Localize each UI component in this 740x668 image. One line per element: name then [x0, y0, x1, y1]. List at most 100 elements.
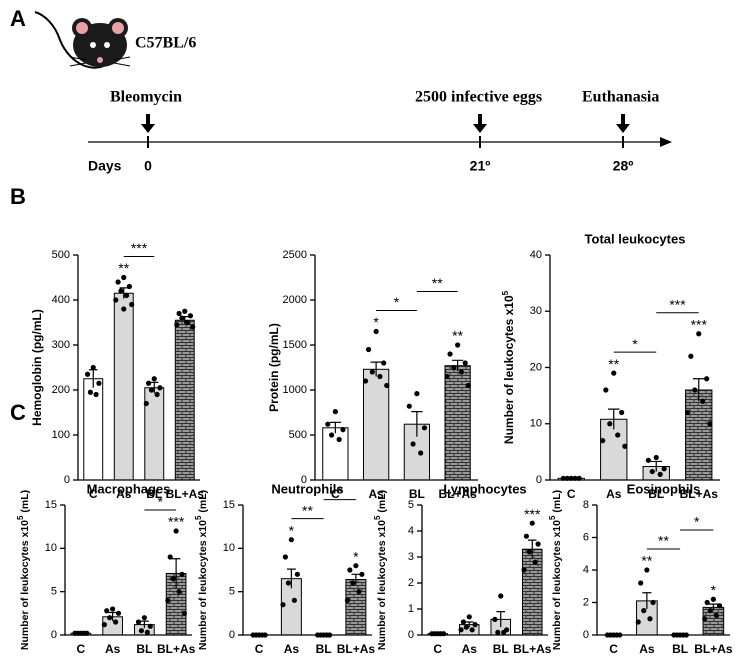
data-point	[96, 380, 102, 386]
x-tick-label: BL	[146, 487, 162, 501]
bar	[444, 365, 471, 481]
y-tick-label: 15	[45, 499, 57, 511]
data-point	[145, 380, 152, 386]
data-point	[93, 391, 99, 398]
y-axis-label-text: Protein (pg/mL)	[267, 323, 281, 412]
data-point	[112, 619, 119, 625]
bar	[521, 548, 543, 636]
data-point	[344, 597, 351, 603]
data-point	[641, 608, 647, 614]
x-tick-label: As	[284, 642, 300, 656]
y-tick-label: 2000	[283, 294, 307, 306]
data-point	[151, 376, 157, 382]
axis	[596, 505, 730, 636]
data-point	[615, 432, 621, 438]
event-day: 0	[144, 158, 152, 174]
data-point	[704, 376, 710, 382]
mouse-tail	[34, 11, 111, 69]
significance-label: ***	[168, 514, 185, 530]
data-point	[460, 619, 466, 625]
error-bar	[452, 359, 464, 372]
significance-label: **	[118, 260, 129, 276]
data-point	[716, 603, 723, 609]
data-point	[350, 580, 356, 586]
mouse-nose	[97, 57, 103, 63]
y-tick-label: 4	[408, 525, 414, 537]
data-point	[135, 619, 142, 625]
data-point	[325, 421, 331, 427]
y-axis-label-unit: (mL)	[551, 490, 563, 516]
y-tick-label: 0	[301, 474, 307, 486]
y-axis-label-text: Number of leukocytes x10	[551, 520, 563, 650]
axis	[77, 255, 200, 481]
data-point	[291, 597, 297, 603]
x-tick-label: BL+As	[166, 487, 205, 501]
data-point	[696, 331, 702, 337]
data-point	[406, 403, 412, 409]
data-point	[144, 629, 150, 636]
x-tick-label: BL+As	[680, 487, 719, 501]
y-axis-label: Number of leukocytes x105	[501, 290, 517, 444]
data-point	[123, 292, 130, 299]
y-axis-label: Protein (pg/mL)	[267, 323, 281, 412]
data-point	[353, 563, 359, 569]
significance-label: *	[337, 483, 343, 499]
bar	[685, 389, 713, 481]
axis	[242, 505, 372, 636]
y-tick-label: 10	[45, 542, 57, 554]
data-point	[472, 622, 478, 628]
data-point	[190, 324, 196, 330]
error-bar	[370, 361, 382, 377]
panel-label: C	[10, 400, 26, 425]
data-point	[113, 297, 119, 303]
data-point	[455, 342, 461, 348]
data-point	[501, 629, 507, 636]
data-point	[653, 454, 659, 461]
x-tick-label: BL	[672, 642, 688, 656]
data-point	[187, 313, 194, 319]
timeline-ticks	[147, 136, 624, 148]
data-point	[356, 589, 362, 595]
x-tick-label: BL	[316, 642, 332, 656]
data-point	[84, 371, 91, 377]
data-point	[463, 624, 469, 630]
bar	[113, 292, 134, 481]
data-point	[365, 346, 372, 353]
data-point	[688, 353, 694, 359]
data-point	[685, 409, 691, 416]
significance-label: *	[394, 294, 400, 310]
data-point	[466, 614, 472, 620]
y-tick-label: 2	[408, 577, 414, 589]
data-point	[521, 567, 527, 573]
x-tick-label: As	[116, 487, 132, 501]
data-point	[176, 310, 182, 317]
error-bar	[650, 460, 663, 472]
data-point	[529, 520, 535, 526]
data-point	[600, 438, 606, 444]
data-point	[657, 471, 663, 477]
y-tick-label: 1500	[283, 339, 307, 351]
timeline-markers	[141, 114, 630, 148]
event-label: Euthanasia	[582, 89, 659, 106]
error-bar	[607, 408, 620, 430]
y-tick-label: 0	[64, 474, 70, 486]
significance-label: **	[432, 275, 443, 291]
significance-label: ***	[691, 316, 708, 332]
data-point	[138, 628, 145, 634]
error-bar	[496, 611, 506, 628]
data-point	[702, 616, 708, 622]
data-point	[644, 567, 650, 573]
data-point	[167, 554, 173, 560]
data-point	[332, 409, 338, 415]
error-bar	[108, 611, 117, 622]
error-bar	[642, 592, 652, 609]
data-point	[661, 466, 667, 472]
y-axis-label-text: Number of leukocytes x10	[19, 520, 31, 650]
error-bar	[692, 378, 705, 402]
x-tick-label: BL+As	[694, 642, 733, 656]
y-axis-label: Number of leukocytes x105 (mL)	[373, 490, 388, 650]
chart-title: Total leukocytes	[585, 231, 686, 246]
timeline-axis-label: Days	[88, 158, 122, 174]
data-point	[377, 373, 383, 380]
